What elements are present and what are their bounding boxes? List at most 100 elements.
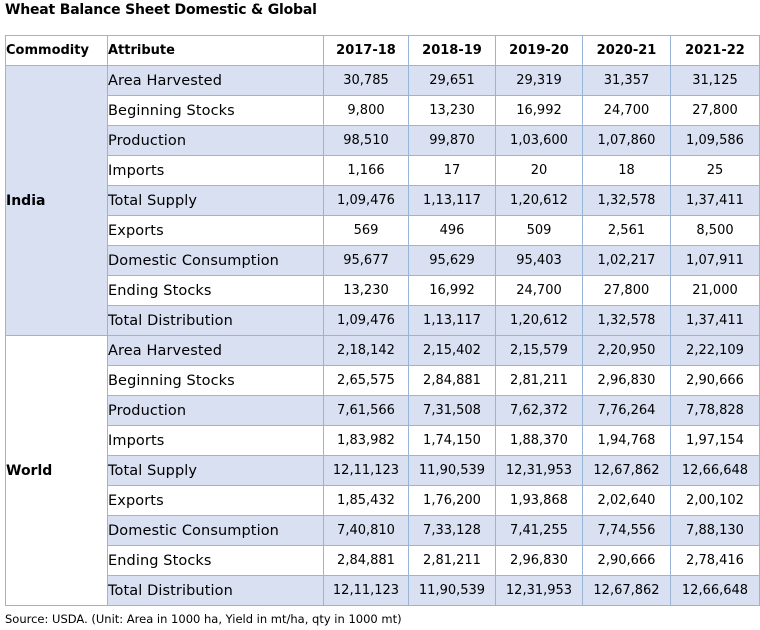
value-cell: 95,403	[495, 245, 583, 276]
value-cell: 99,870	[408, 125, 496, 156]
attribute-cell: Area Harvested	[107, 335, 324, 366]
value-cell: 11,90,539	[408, 455, 496, 486]
value-cell: 95,629	[408, 245, 496, 276]
attribute-cell: Total Supply	[107, 185, 324, 216]
value-cell: 7,33,128	[408, 515, 496, 546]
table-row: Imports 1,166 17 20 18 25	[6, 155, 760, 186]
attribute-cell: Total Distribution	[107, 575, 324, 606]
value-cell: 1,32,578	[582, 305, 671, 336]
value-cell: 1,94,768	[582, 425, 671, 456]
value-cell: 25	[670, 155, 760, 186]
value-cell: 1,07,860	[582, 125, 671, 156]
attribute-cell: Exports	[107, 215, 324, 246]
value-cell: 29,651	[408, 65, 496, 96]
value-cell: 1,83,982	[323, 425, 409, 456]
value-cell: 7,40,810	[323, 515, 409, 546]
value-cell: 7,76,264	[582, 395, 671, 426]
value-cell: 1,03,600	[495, 125, 583, 156]
value-cell: 2,20,950	[582, 335, 671, 366]
value-cell: 1,09,476	[323, 185, 409, 216]
value-cell: 9,800	[323, 95, 409, 126]
attribute-cell: Production	[107, 395, 324, 426]
value-cell: 7,88,130	[670, 515, 760, 546]
value-cell: 2,15,579	[495, 335, 583, 366]
header-row: Commodity Attribute 2017-18 2018-19 2019…	[5, 35, 760, 66]
value-cell: 2,78,416	[670, 545, 760, 576]
table-row: Beginning Stocks 9,800 13,230 16,992 24,700 2…	[6, 95, 760, 126]
attribute-cell: Beginning Stocks	[107, 365, 324, 396]
table-row: Ending Stocks 2,84,881 2,81,211 2,96,830 2,9…	[6, 545, 760, 576]
attribute-cell: Exports	[107, 485, 324, 516]
value-cell: 24,700	[582, 95, 671, 126]
table-row: World Area Harvested 2,18,142 2,15,402 2,15,…	[5, 335, 760, 606]
value-cell: 1,02,217	[582, 245, 671, 276]
value-cell: 2,84,881	[323, 545, 409, 576]
value-cell: 12,66,648	[670, 575, 760, 606]
attribute-cell: Total Distribution	[107, 305, 324, 336]
value-cell: 18	[582, 155, 671, 186]
value-cell: 12,31,953	[495, 455, 583, 486]
table-row: Exports 569 496 509 2,561 8,500	[6, 215, 760, 246]
table-row: Exports 1,85,432 1,76,200 1,93,868 2,02,640 2…	[6, 485, 760, 516]
attribute-cell: Imports	[107, 155, 324, 186]
value-cell: 12,11,123	[323, 575, 409, 606]
value-cell: 21,000	[670, 275, 760, 306]
value-cell: 1,09,586	[670, 125, 760, 156]
value-cell: 12,31,953	[495, 575, 583, 606]
value-cell: 30,785	[323, 65, 409, 96]
table-row: Domestic Consumption 7,40,810 7,33,128 7,41…	[6, 515, 760, 546]
value-cell: 27,800	[670, 95, 760, 126]
value-cell: 16,992	[408, 275, 496, 306]
value-cell: 7,31,508	[408, 395, 496, 426]
table-row: Domestic Consumption 95,677 95,629 95,403 1,…	[6, 245, 760, 276]
attribute-cell: Beginning Stocks	[107, 95, 324, 126]
table-row: Total Distribution 1,09,476 1,13,117 1,20,6…	[6, 305, 760, 336]
value-cell: 1,88,370	[495, 425, 583, 456]
wheat-balance-table: Commodity Attribute 2017-18 2018-19 2019…	[5, 35, 760, 606]
value-cell: 1,76,200	[408, 485, 496, 516]
value-cell: 1,07,911	[670, 245, 760, 276]
value-cell: 2,96,830	[495, 545, 583, 576]
value-cell: 509	[495, 215, 583, 246]
value-cell: 7,62,372	[495, 395, 583, 426]
value-cell: 95,677	[323, 245, 409, 276]
value-cell: 31,357	[582, 65, 671, 96]
value-cell: 31,125	[670, 65, 760, 96]
attribute-cell: Domestic Consumption	[107, 515, 324, 546]
value-cell: 8,500	[670, 215, 760, 246]
value-cell: 2,65,575	[323, 365, 409, 396]
value-cell: 24,700	[495, 275, 583, 306]
value-cell: 2,81,211	[495, 365, 583, 396]
table-row: India Area Harvested 30,785 29,651 29,319 31,…	[5, 65, 760, 336]
value-cell: 1,37,411	[670, 185, 760, 216]
value-cell: 1,20,612	[495, 305, 583, 336]
value-cell: 7,61,566	[323, 395, 409, 426]
table-row: Production 98,510 99,870 1,03,600 1,07,860 1,…	[6, 125, 760, 156]
table-row: Production 7,61,566 7,31,508 7,62,372 7,76,2…	[6, 395, 760, 426]
value-cell: 2,96,830	[582, 365, 671, 396]
value-cell: 2,90,666	[582, 545, 671, 576]
column-header-year: 2021-22	[670, 35, 760, 66]
value-cell: 2,22,109	[670, 335, 760, 366]
column-header-year: 2018-19	[408, 35, 496, 66]
column-header-year: 2020-21	[582, 35, 671, 66]
attribute-cell: Ending Stocks	[107, 545, 324, 576]
value-cell: 12,67,862	[582, 455, 671, 486]
value-cell: 11,90,539	[408, 575, 496, 606]
value-cell: 7,74,556	[582, 515, 671, 546]
value-cell: 1,85,432	[323, 485, 409, 516]
value-cell: 2,90,666	[670, 365, 760, 396]
attribute-cell: Total Supply	[107, 455, 324, 486]
value-cell: 7,78,828	[670, 395, 760, 426]
value-cell: 2,561	[582, 215, 671, 246]
table-row: Total Distribution 12,11,123 11,90,539 12,3…	[6, 575, 760, 606]
source-note: Source: USDA. (Unit: Area in 1000 ha, Yi…	[5, 612, 402, 626]
value-cell: 1,13,117	[408, 305, 496, 336]
value-cell: 27,800	[582, 275, 671, 306]
column-header-attribute: Attribute	[107, 35, 324, 66]
value-cell: 29,319	[495, 65, 583, 96]
commodity-cell: World	[5, 335, 108, 606]
value-cell: 98,510	[323, 125, 409, 156]
value-cell: 1,09,476	[323, 305, 409, 336]
table-row: Imports 1,83,982 1,74,150 1,88,370 1,94,768 1…	[6, 425, 760, 456]
